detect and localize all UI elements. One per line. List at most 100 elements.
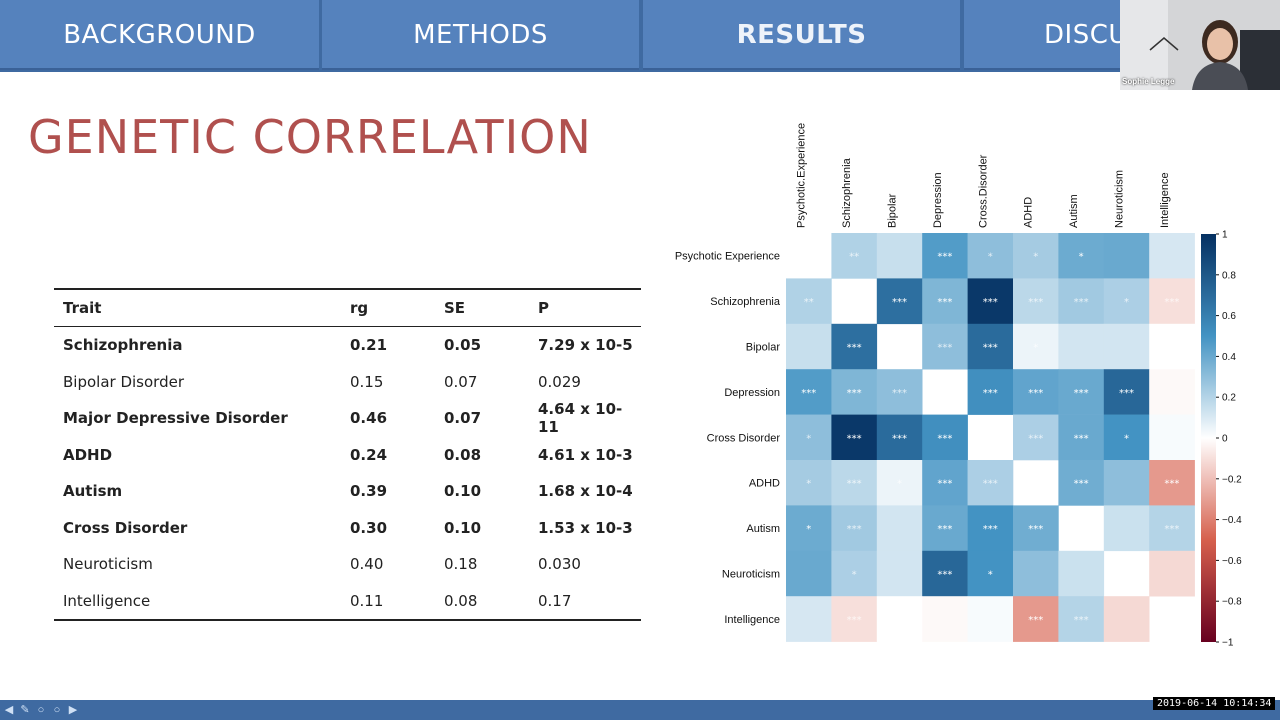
colorbar-tick-label: −0.2 bbox=[1222, 474, 1242, 485]
heatmap-cell bbox=[1103, 596, 1150, 642]
rg-cell: 0.40 bbox=[350, 555, 384, 574]
significance-stars: *** bbox=[1164, 297, 1179, 308]
heatmap-cell bbox=[1013, 550, 1059, 597]
heatmap-cell bbox=[922, 596, 968, 642]
heatmap-cell bbox=[1058, 278, 1105, 325]
heatmap-cell bbox=[967, 233, 1014, 279]
heatmap-cell bbox=[831, 233, 878, 279]
table-row: ADHD 0.24 0.08 4.61 x 10-3 bbox=[54, 437, 641, 474]
heatmap-cell bbox=[1058, 323, 1105, 370]
heatmap-cell bbox=[1103, 369, 1150, 415]
heatmap-cell bbox=[922, 550, 968, 597]
genetic-correlation-table: Trait rg SE P Schizophrenia 0.21 0.05 7.29 … bbox=[54, 288, 641, 621]
heatmap-cell bbox=[1058, 550, 1105, 597]
heatmap-cell bbox=[922, 505, 968, 552]
significance-stars: *** bbox=[937, 252, 952, 263]
timestamp: 2019-06-14 10:14:34 bbox=[1153, 697, 1276, 710]
heatmap-cell bbox=[1103, 323, 1150, 370]
significance-stars: * bbox=[806, 479, 811, 490]
colorbar-tick-label: 0.8 bbox=[1222, 270, 1236, 281]
heatmap-cell bbox=[831, 414, 878, 461]
tab-results[interactable]: RESULTS bbox=[643, 0, 960, 70]
colorbar-tick-label: −0.6 bbox=[1222, 556, 1242, 567]
significance-stars: * bbox=[988, 252, 993, 263]
heatmap-cell bbox=[876, 460, 923, 506]
rg-cell: 0.30 bbox=[350, 518, 388, 537]
colorbar-tick-label: 0.4 bbox=[1222, 352, 1236, 363]
p-cell: 1.53 x 10-3 bbox=[538, 518, 633, 537]
heatmap-column-label: Neuroticism bbox=[1114, 170, 1126, 228]
tab-label: METHODS bbox=[413, 20, 548, 50]
heatmap-cell bbox=[831, 505, 878, 552]
heatmap-column-label: Depression bbox=[932, 172, 944, 228]
significance-stars: ** bbox=[849, 252, 859, 263]
table-row: Cross Disorder 0.30 0.10 1.53 x 10-3 bbox=[54, 510, 641, 547]
heatmap-row-label: Autism bbox=[746, 523, 780, 535]
prev-arrow-icon[interactable]: ◀ bbox=[4, 704, 14, 716]
participant-name: Sophie Legge bbox=[1122, 77, 1175, 86]
heatmap-row-label: Psychotic Experience bbox=[675, 251, 780, 263]
heatmap-cell bbox=[876, 596, 923, 642]
significance-stars: *** bbox=[937, 433, 952, 444]
significance-stars: *** bbox=[847, 433, 862, 444]
significance-stars: *** bbox=[1164, 524, 1179, 535]
heatmap-cell bbox=[876, 414, 923, 461]
significance-stars: *** bbox=[892, 297, 907, 308]
significance-stars: *** bbox=[983, 524, 998, 535]
heatmap-cell bbox=[1013, 414, 1059, 461]
heatmap-cell bbox=[1103, 505, 1150, 552]
heatmap-column-label: Autism bbox=[1068, 194, 1080, 228]
se-cell: 0.05 bbox=[444, 336, 482, 355]
heatmap-cell bbox=[1103, 460, 1150, 506]
p-cell: 1.68 x 10-4 bbox=[538, 482, 633, 501]
heatmap-cell bbox=[967, 460, 1014, 506]
heatmap-cell bbox=[786, 596, 832, 642]
heatmap-cell bbox=[876, 233, 923, 279]
heatmap-cell bbox=[1058, 414, 1105, 461]
colorbar-tick-label: −0.4 bbox=[1222, 515, 1242, 526]
heatmap-cell bbox=[1103, 233, 1150, 279]
tab-label: BACKGROUND bbox=[63, 20, 256, 50]
significance-stars: *** bbox=[937, 570, 952, 581]
heatmap-cell bbox=[1149, 369, 1195, 415]
p-cell: 7.29 x 10-5 bbox=[538, 336, 633, 355]
pen-icon[interactable]: ✎ bbox=[20, 704, 30, 716]
heatmap-row-label: Schizophrenia bbox=[710, 296, 781, 308]
correlation-heatmap: ** *** * * *** *** *** *** *** *** * ****** *** *** **… bbox=[675, 123, 1242, 649]
colorbar-tick-label: −0.8 bbox=[1222, 597, 1242, 608]
significance-stars: *** bbox=[1074, 433, 1089, 444]
significance-stars: *** bbox=[983, 343, 998, 354]
heatmap-column-label: ADHD bbox=[1023, 197, 1035, 228]
tab-label: RESULTS bbox=[736, 20, 867, 50]
colorbar bbox=[1201, 234, 1216, 642]
tab-background[interactable]: BACKGROUND bbox=[0, 0, 319, 70]
heatmap-cell bbox=[1149, 505, 1195, 552]
significance-stars: * bbox=[806, 433, 811, 444]
significance-stars: * bbox=[806, 524, 811, 535]
options-icon[interactable]: ○ bbox=[53, 704, 61, 716]
colorbar-tick-label: 0 bbox=[1222, 434, 1228, 445]
heatmap-row-label: Neuroticism bbox=[722, 569, 780, 581]
heatmap-cell bbox=[967, 505, 1014, 552]
significance-stars: *** bbox=[892, 433, 907, 444]
heatmap-column-label: Bipolar bbox=[887, 193, 899, 228]
significance-stars: * bbox=[988, 570, 993, 581]
trait-cell: Intelligence bbox=[54, 582, 341, 621]
heatmap-cell bbox=[967, 550, 1014, 597]
p-cell: 0.17 bbox=[529, 582, 641, 621]
significance-stars: * bbox=[897, 479, 902, 490]
significance-stars: *** bbox=[1074, 297, 1089, 308]
menu-icon[interactable]: ○ bbox=[37, 704, 45, 716]
se-cell: 0.08 bbox=[444, 445, 482, 464]
tab-methods[interactable]: METHODS bbox=[322, 0, 639, 70]
significance-stars: *** bbox=[1028, 433, 1043, 444]
significance-stars: * bbox=[1033, 252, 1038, 263]
section-nav-bar: BACKGROUND METHODS RESULTS DISCU bbox=[0, 0, 1280, 72]
next-arrow-icon[interactable]: ▶ bbox=[68, 704, 78, 716]
se-cell: 0.10 bbox=[444, 482, 482, 501]
heatmap-cell bbox=[786, 278, 832, 325]
heatmap-cell bbox=[967, 323, 1014, 370]
rg-cell: 0.46 bbox=[350, 409, 388, 428]
p-cell: 4.61 x 10-3 bbox=[538, 445, 633, 464]
trait-cell: Autism bbox=[63, 482, 123, 501]
